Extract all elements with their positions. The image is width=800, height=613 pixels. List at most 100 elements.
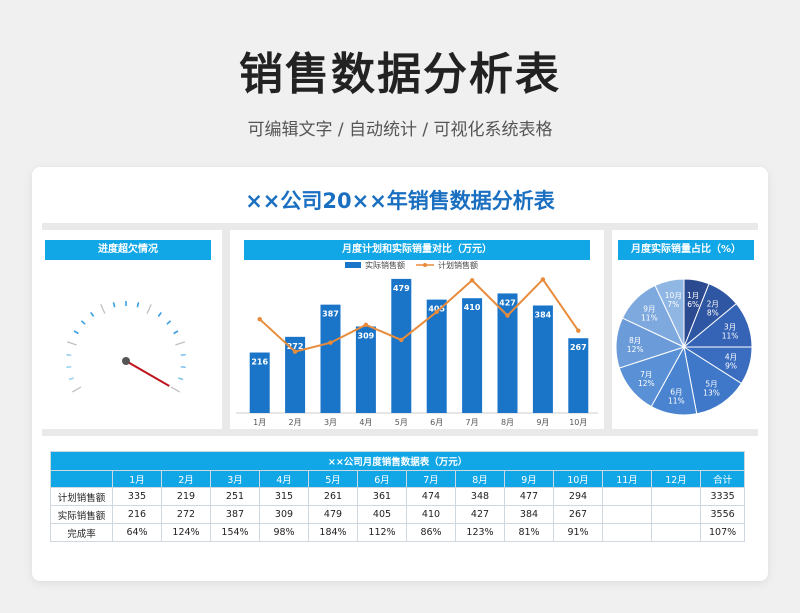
table-row: 实际销售额 216 272 387 309 479 405 410 427 384 267 3556 bbox=[50, 505, 746, 524]
table-cell: 335 bbox=[112, 487, 162, 506]
bar-value-label: 427 bbox=[499, 298, 516, 307]
table-cell bbox=[651, 487, 701, 506]
pie-category-label: 10月 bbox=[665, 291, 682, 300]
pie-category-label: 2月 bbox=[707, 299, 719, 308]
table-cell: 123% bbox=[455, 523, 505, 542]
table-row: 完成率 64% 124% 154% 98% 184% 112% 86% 123% 81% 91% 10… bbox=[50, 523, 746, 542]
x-tick-label: 10月 bbox=[569, 418, 587, 427]
gauge-tick bbox=[175, 341, 186, 346]
legend-line-marker bbox=[423, 263, 427, 267]
table-cell: 410 bbox=[406, 505, 456, 524]
pie-value-label: 11% bbox=[668, 396, 685, 405]
gauge-tick bbox=[178, 377, 184, 381]
gauge-needle bbox=[125, 360, 170, 387]
table-cell: 219 bbox=[161, 487, 211, 506]
gauge-panel-title: 进度超欠情况 bbox=[45, 240, 211, 260]
pie-value-label: 7% bbox=[667, 300, 679, 309]
x-tick-label: 8月 bbox=[501, 418, 514, 427]
legend-bar-label: 实际销售额 bbox=[365, 260, 405, 270]
table-column-header: 4月 bbox=[259, 470, 309, 488]
gauge-tick bbox=[136, 302, 140, 308]
plan-line-point bbox=[399, 337, 404, 343]
x-tick-label: 5月 bbox=[395, 418, 408, 427]
table-cell: 315 bbox=[259, 487, 309, 506]
gauge-tick bbox=[100, 304, 106, 314]
table-cell: 427 bbox=[455, 505, 505, 524]
plan-line-point bbox=[469, 278, 475, 283]
table-cell: 112% bbox=[357, 523, 407, 542]
table-column-header: 3月 bbox=[210, 470, 260, 488]
table-cell: 154% bbox=[210, 523, 260, 542]
pie-value-label: 8% bbox=[707, 308, 719, 317]
x-tick-label: 7月 bbox=[466, 418, 479, 427]
table-column-header: 8月 bbox=[455, 470, 505, 488]
pie-value-label: 11% bbox=[641, 313, 658, 322]
bar-actual bbox=[249, 352, 270, 413]
gauge-tick bbox=[180, 365, 186, 369]
sales-table: ××公司月度销售数据表（万元） 1月 2月 3月 4月 5月 6月 7月 8月 9月 10月 11月… bbox=[49, 451, 746, 542]
gauge-tick bbox=[80, 320, 86, 325]
table-cell: 91% bbox=[553, 523, 603, 542]
table-cell: 3335 bbox=[699, 487, 746, 506]
table-row-label: 实际销售额 bbox=[50, 505, 113, 524]
bar-value-label: 384 bbox=[535, 310, 552, 319]
gauge-tick bbox=[112, 302, 116, 308]
pie-category-label: 8月 bbox=[629, 336, 641, 345]
table-cell bbox=[602, 523, 652, 542]
table-cell: 98% bbox=[259, 523, 309, 542]
table-cell: 216 bbox=[112, 505, 162, 524]
table-cell: 3556 bbox=[699, 505, 746, 524]
bar-actual bbox=[568, 338, 589, 413]
bar-value-label: 479 bbox=[393, 284, 410, 293]
x-tick-label: 2月 bbox=[289, 418, 302, 427]
bar-value-label: 309 bbox=[358, 331, 375, 340]
gauge-tick bbox=[73, 330, 79, 335]
gauge-tick bbox=[90, 311, 95, 317]
table-cell: 86% bbox=[406, 523, 456, 542]
table-cell: 309 bbox=[259, 505, 309, 524]
table-column-header: 11月 bbox=[602, 470, 652, 488]
table-cell: 477 bbox=[504, 487, 554, 506]
bar-line-chart: 实际销售额 计划销售额 216 1月 272 2月 387 3月 309 4月 479 5月 405 6月… bbox=[236, 260, 598, 427]
x-tick-label: 1月 bbox=[253, 418, 266, 427]
gauge-tick bbox=[157, 311, 162, 317]
pie-category-label: 1月 bbox=[687, 291, 699, 300]
bar-actual bbox=[320, 304, 341, 413]
plan-line-point bbox=[540, 277, 546, 282]
table-column-header: 5月 bbox=[308, 470, 358, 488]
page-title: 销售数据分析表 bbox=[239, 49, 561, 100]
gauge-tick bbox=[166, 320, 172, 325]
pie-value-label: 12% bbox=[627, 345, 644, 354]
plan-line-point bbox=[363, 322, 369, 327]
bar-value-label: 410 bbox=[464, 303, 481, 312]
table-cell: 294 bbox=[553, 487, 603, 506]
table-column-header: 2月 bbox=[161, 470, 211, 488]
pie-value-label: 11% bbox=[722, 331, 739, 340]
divider-top bbox=[42, 223, 758, 230]
x-tick-label: 3月 bbox=[324, 418, 337, 427]
pie-panel-title: 月度实际销量占比（%） bbox=[618, 240, 754, 260]
table-cell: 251 bbox=[210, 487, 260, 506]
table-header-row: 1月 2月 3月 4月 5月 6月 7月 8月 9月 10月 11月 12月 合计 bbox=[50, 470, 746, 488]
table-column-header: 6月 bbox=[357, 470, 407, 488]
plan-line bbox=[259, 277, 580, 353]
table-cell: 405 bbox=[357, 505, 407, 524]
table-column-header: 10月 bbox=[553, 470, 603, 488]
legend-line-label: 计划销售额 bbox=[438, 260, 478, 270]
bar-actual bbox=[497, 293, 518, 413]
plan-line-point bbox=[576, 328, 581, 333]
table-row-label: 完成率 bbox=[50, 523, 113, 542]
bar-value-label: 387 bbox=[322, 310, 339, 319]
table-cell: 479 bbox=[308, 505, 358, 524]
table-row-label: 计划销售额 bbox=[50, 487, 113, 506]
pie-category-label: 9月 bbox=[643, 304, 655, 313]
table-cell bbox=[602, 487, 652, 506]
divider-v1 bbox=[222, 229, 230, 429]
page-subtitle: 可编辑文字 / 自动统计 / 可视化系统表格 bbox=[247, 120, 553, 140]
table-cell: 107% bbox=[699, 523, 746, 542]
x-tick-label: 9月 bbox=[536, 418, 549, 427]
pie-value-label: 6% bbox=[687, 300, 699, 309]
table-cell bbox=[602, 505, 652, 524]
gauge-tick bbox=[66, 365, 72, 369]
pie-category-label: 3月 bbox=[724, 322, 736, 331]
